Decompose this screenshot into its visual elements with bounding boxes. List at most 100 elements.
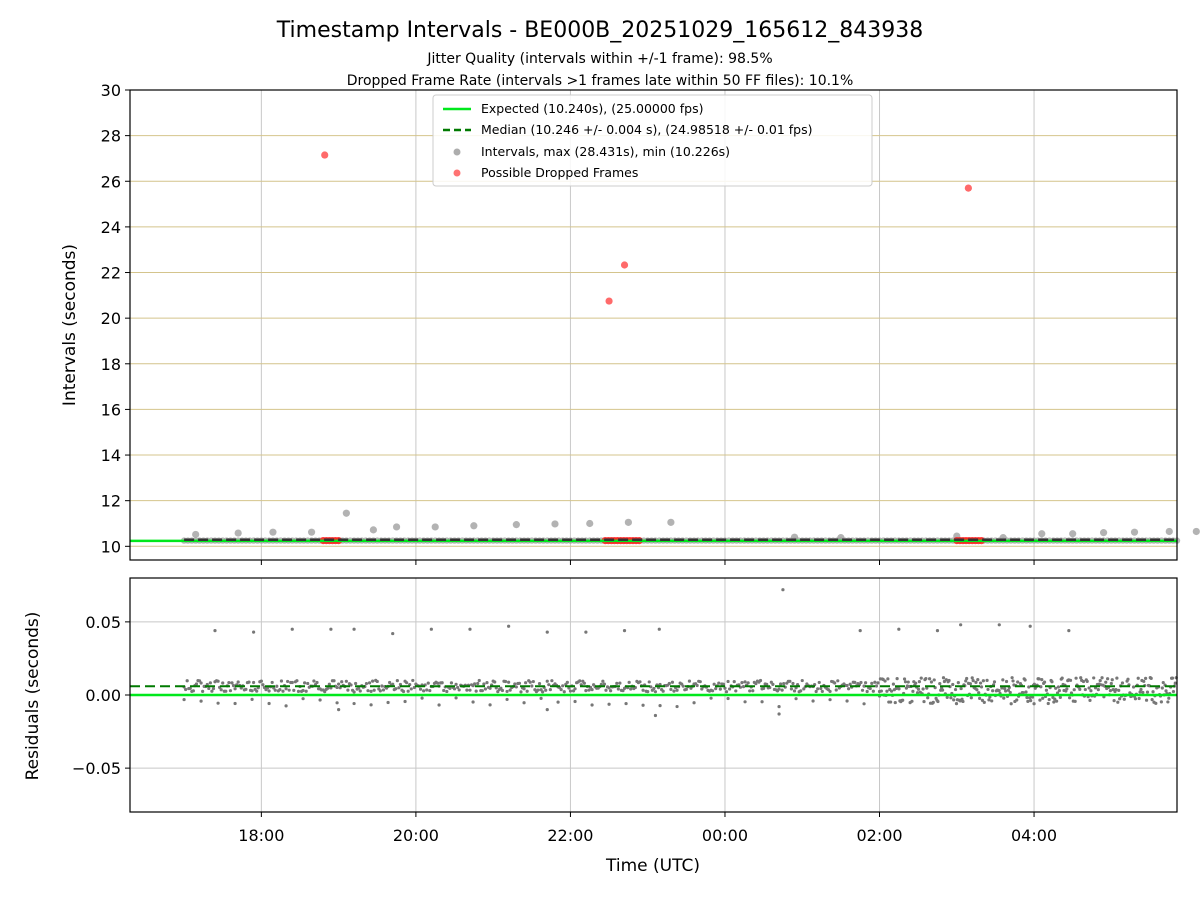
residual-point — [976, 678, 980, 682]
residual-point — [1002, 696, 1006, 700]
residual-point — [734, 689, 738, 693]
residual-point — [675, 688, 679, 692]
residual-point — [191, 689, 195, 693]
residual-point — [1058, 695, 1062, 700]
residual-point — [216, 701, 220, 705]
residual-point — [895, 677, 899, 681]
residual-point — [1078, 687, 1082, 691]
residual-point — [454, 696, 458, 700]
top-y-tick-label: 16 — [101, 400, 121, 419]
residual-point — [944, 678, 948, 682]
residual-point — [1047, 697, 1051, 702]
residual-point — [621, 689, 625, 693]
residuals-panel: 18:00 20:00 22:00 00:00 02:00 04:00 0.05 0.00 −0… — [72, 577, 1178, 845]
residual-point — [287, 688, 291, 692]
residual-point — [327, 682, 331, 686]
residual-point — [295, 679, 299, 683]
interval-point — [1165, 527, 1173, 536]
residual-point — [500, 688, 505, 693]
residual-point — [1016, 680, 1020, 684]
residual-point — [252, 680, 256, 685]
interval-point — [512, 521, 520, 529]
residual-point — [1068, 678, 1073, 682]
residual-point — [906, 680, 910, 684]
bottom-y-tick-label: 0.00 — [85, 686, 121, 705]
residual-point — [425, 688, 429, 692]
interval-point — [234, 529, 242, 537]
residual-outlier — [657, 627, 661, 631]
residual-point — [870, 681, 874, 686]
residual-point — [721, 682, 726, 686]
residual-point — [394, 687, 398, 691]
interval-point — [551, 520, 559, 528]
residual-point — [986, 687, 990, 692]
residual-point — [474, 689, 478, 693]
residual-outlier — [897, 627, 901, 631]
residual-point — [426, 681, 430, 685]
residual-point — [182, 697, 186, 702]
residual-point — [332, 679, 336, 683]
residual-point — [1009, 702, 1013, 706]
residual-point — [692, 701, 696, 705]
residual-point — [949, 696, 953, 700]
residual-point — [1145, 690, 1150, 694]
residual-point — [873, 680, 877, 684]
residual-point — [938, 682, 942, 686]
residual-point — [505, 689, 509, 694]
residual-point — [228, 689, 233, 693]
residual-point — [1118, 697, 1122, 701]
bottom-y-tick-label: 0.05 — [85, 613, 121, 632]
residual-point — [369, 703, 373, 707]
residual-point — [1104, 680, 1108, 684]
residual-outlier — [781, 588, 785, 592]
residual-point — [889, 700, 893, 704]
residual-point — [874, 684, 879, 688]
residual-point — [539, 696, 543, 700]
residual-point — [919, 676, 923, 680]
residual-point — [864, 681, 868, 685]
residual-point — [982, 700, 986, 704]
residual-point — [814, 689, 818, 694]
residual-point — [853, 680, 857, 684]
residual-outlier — [252, 630, 256, 634]
residual-point — [1004, 689, 1008, 693]
residual-point — [915, 691, 920, 695]
residual-point — [456, 685, 460, 690]
residual-point — [981, 679, 985, 683]
residual-point — [1027, 685, 1031, 689]
interval-point — [1038, 530, 1046, 538]
residual-point — [352, 690, 356, 694]
residual-point — [442, 688, 446, 693]
residual-point — [1170, 676, 1175, 680]
residual-point — [911, 689, 915, 693]
residual-point — [723, 686, 727, 690]
y-axis-label-residuals: Residuals (seconds) — [23, 612, 43, 781]
residual-point — [1021, 691, 1025, 695]
residual-point — [891, 682, 896, 686]
residual-point — [508, 688, 512, 692]
residual-point — [991, 689, 995, 693]
residual-point — [590, 688, 594, 692]
chart-subtitle-jitter: Jitter Quality (intervals within +/-1 fr… — [426, 51, 772, 67]
residual-point — [765, 682, 769, 687]
interval-point — [192, 530, 200, 539]
residual-point — [1003, 687, 1007, 691]
residual-point — [602, 682, 607, 686]
residual-point — [207, 686, 211, 691]
residual-point — [513, 682, 517, 686]
interval-point — [392, 523, 401, 531]
residual-point — [221, 681, 225, 685]
residual-point — [1072, 688, 1076, 692]
top-plot-frame — [129, 89, 1178, 561]
residual-point — [599, 682, 603, 686]
residual-point — [358, 689, 362, 693]
residual-point — [301, 697, 305, 701]
residual-point — [879, 689, 883, 693]
residual-point — [210, 689, 214, 693]
residual-point — [397, 686, 401, 690]
residual-point — [718, 687, 722, 691]
residual-point — [947, 678, 951, 683]
x-axis-label: Time (UTC) — [605, 856, 700, 876]
residual-point — [503, 679, 508, 684]
residual-point — [562, 690, 566, 694]
